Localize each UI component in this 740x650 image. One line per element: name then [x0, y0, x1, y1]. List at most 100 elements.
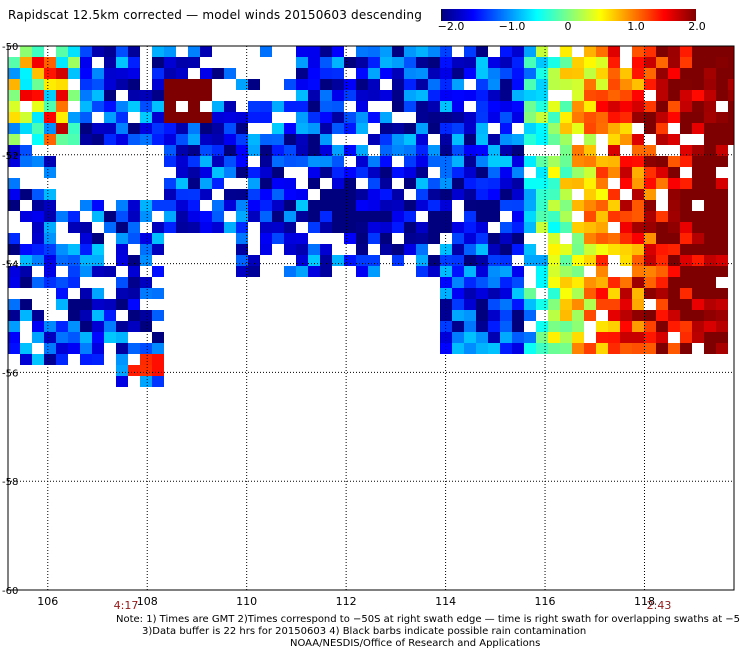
- heatmap-cell: [584, 343, 596, 354]
- heatmap-cell: [68, 332, 80, 343]
- heatmap-cell: [692, 167, 704, 178]
- heatmap-cell: [536, 332, 548, 343]
- heatmap-cell: [440, 178, 452, 189]
- heatmap-cell: [620, 90, 632, 101]
- heatmap-cell: [296, 244, 308, 255]
- heatmap-cell: [608, 156, 620, 167]
- heatmap-cell: [476, 211, 488, 222]
- heatmap-cell: [308, 156, 320, 167]
- heatmap-cell: [620, 310, 632, 321]
- heatmap-cell: [572, 145, 584, 156]
- heatmap-cell: [152, 134, 164, 145]
- heatmap-cell: [248, 79, 260, 90]
- heatmap-cell: [536, 266, 548, 277]
- heatmap-cell: [680, 233, 692, 244]
- heatmap-cell: [656, 178, 668, 189]
- heatmap-cell: [116, 134, 128, 145]
- heatmap-cell: [380, 123, 392, 134]
- heatmap-cell: [92, 255, 104, 266]
- swath-time-label: 2:43: [646, 599, 672, 612]
- heatmap-cell: [464, 167, 476, 178]
- heatmap-cell: [548, 277, 560, 288]
- heatmap-cell: [68, 222, 80, 233]
- heatmap-cell: [128, 321, 140, 332]
- heatmap-cell: [464, 277, 476, 288]
- heatmap-cell: [680, 101, 692, 112]
- heatmap-cell: [572, 332, 584, 343]
- heatmap-cell: [20, 299, 32, 310]
- heatmap-cell: [416, 167, 428, 178]
- heatmap-cell: [356, 167, 368, 178]
- heatmap-cell: [236, 167, 248, 178]
- heatmap-cell: [608, 321, 620, 332]
- heatmap-cell: [308, 211, 320, 222]
- heatmap-cell: [80, 90, 92, 101]
- heatmap-cell: [440, 57, 452, 68]
- heatmap-cell: [236, 123, 248, 134]
- heatmap-cell: [44, 68, 56, 79]
- heatmap-cell: [248, 189, 260, 200]
- heatmap-cell: [488, 156, 500, 167]
- heatmap-cell: [656, 233, 668, 244]
- heatmap-cell: [392, 46, 404, 57]
- heatmap-cell: [692, 46, 704, 57]
- heatmap-cell: [236, 134, 248, 145]
- heatmap-cell: [500, 189, 512, 200]
- heatmap-cell: [116, 79, 128, 90]
- heatmap-cell: [476, 68, 488, 79]
- heatmap-cell: [332, 46, 344, 57]
- heatmap-cell: [56, 101, 68, 112]
- heatmap-cell: [284, 200, 296, 211]
- heatmap-cell: [32, 321, 44, 332]
- heatmap-cell: [128, 200, 140, 211]
- heatmap-cell: [92, 79, 104, 90]
- heatmap-cell: [632, 68, 644, 79]
- y-tick-label: -50: [2, 42, 18, 53]
- heatmap-cell: [188, 90, 200, 101]
- heatmap-cell: [668, 156, 680, 167]
- heatmap-cell: [524, 101, 536, 112]
- heatmap-cell: [392, 200, 404, 211]
- heatmap-cell: [56, 277, 68, 288]
- heatmap-cell: [692, 310, 704, 321]
- heatmap-cell: [632, 134, 644, 145]
- heatmap-cell: [176, 189, 188, 200]
- heatmap-cell: [8, 57, 20, 68]
- swath-time-label: 4:17: [113, 599, 139, 612]
- heatmap-cell: [92, 46, 104, 57]
- heatmap-cell: [56, 343, 68, 354]
- heatmap-cell: [428, 68, 440, 79]
- heatmap-cell: [8, 277, 20, 288]
- heatmap-cell: [608, 200, 620, 211]
- y-tick-label: -58: [2, 477, 18, 488]
- heatmap-cell: [512, 134, 524, 145]
- heatmap-cell: [284, 178, 296, 189]
- heatmap-cell: [524, 134, 536, 145]
- heatmap-cell: [188, 211, 200, 222]
- heatmap-cell: [680, 222, 692, 233]
- heatmap-cell: [560, 266, 572, 277]
- heatmap-cell: [368, 167, 380, 178]
- heatmap-cell: [560, 112, 572, 123]
- heatmap-cell: [128, 310, 140, 321]
- heatmap-cell: [632, 189, 644, 200]
- heatmap-cell: [236, 189, 248, 200]
- heatmap-cell: [500, 343, 512, 354]
- heatmap-cell: [128, 266, 140, 277]
- heatmap-cell: [200, 156, 212, 167]
- heatmap-cell: [716, 79, 728, 90]
- heatmap-cell: [524, 222, 536, 233]
- heatmap-cell: [440, 46, 452, 57]
- heatmap-cell: [452, 244, 464, 255]
- heatmap-cell: [260, 112, 272, 123]
- heatmap-cell: [308, 46, 320, 57]
- heatmap-cell: [692, 156, 704, 167]
- heatmap-cell: [104, 46, 116, 57]
- heatmap-cell: [92, 321, 104, 332]
- heatmap-cell: [668, 189, 680, 200]
- heatmap-cell: [716, 156, 728, 167]
- heatmap-cell: [332, 167, 344, 178]
- heatmap-cell: [44, 354, 56, 365]
- heatmap-cell: [704, 189, 716, 200]
- heatmap-cell: [584, 57, 596, 68]
